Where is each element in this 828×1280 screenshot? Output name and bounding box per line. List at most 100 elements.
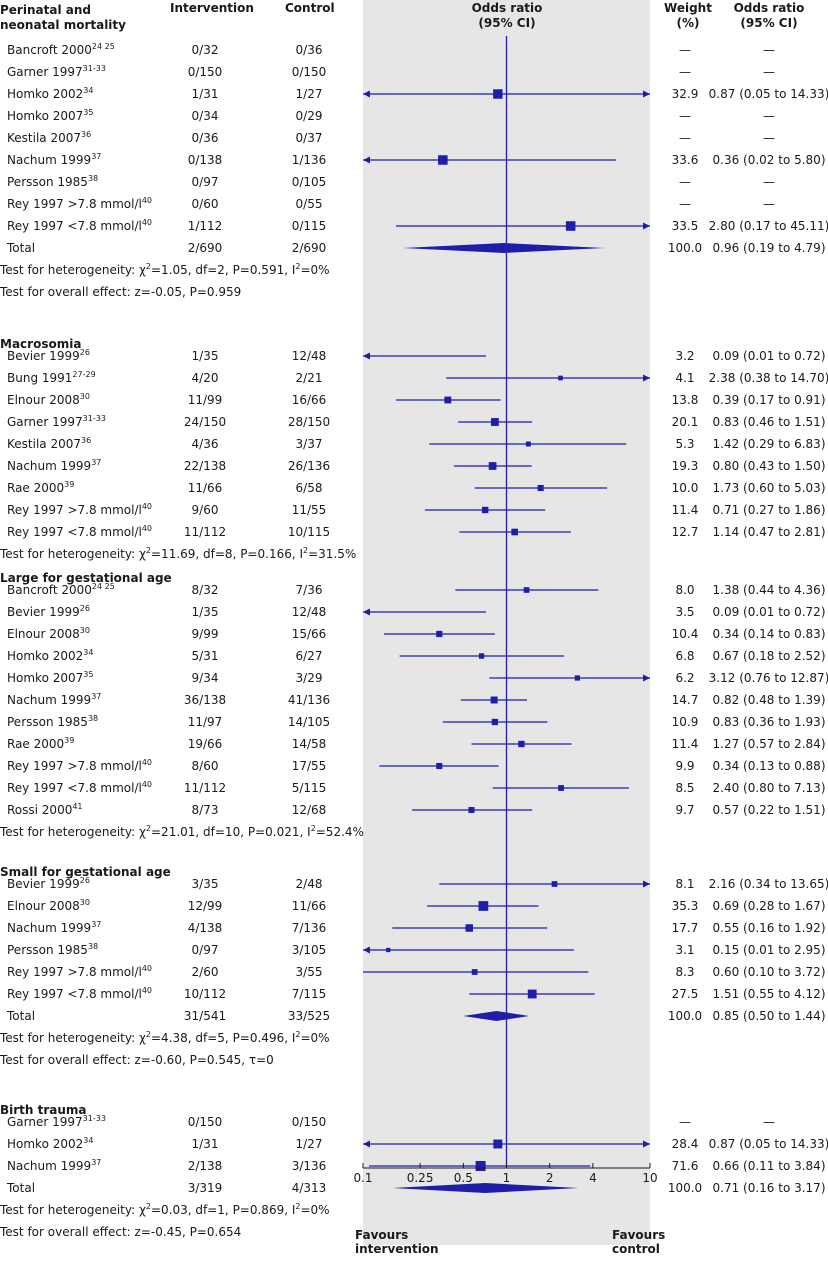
study-reference: 40 (141, 780, 153, 789)
odds-ratio-ci-value: 0.87 (0.05 to 14.33) (708, 1137, 828, 1151)
intervention-events: 0/34 (191, 109, 219, 123)
point-estimate-square (386, 947, 391, 953)
point-estimate-square (490, 696, 498, 704)
study-label: Bevier 199926 (7, 604, 90, 620)
odds-ratio-plot-header: Odds ratio (95% CI) (472, 1, 543, 31)
control-events: 10/115 (287, 525, 331, 539)
weight-value: — (679, 1115, 691, 1129)
study-label: Garner 199731-33 (7, 415, 106, 430)
group-title: Small for gestational age (0, 865, 171, 879)
ci-left-arrow (363, 608, 370, 616)
control-events: 2/690 (291, 241, 327, 255)
study-name: Nachum 1999 (7, 1159, 92, 1173)
study-name: Bevier 1999 (7, 605, 80, 619)
study-reference: 38 (87, 714, 99, 723)
control-events: 3/136 (291, 1159, 327, 1173)
control-events: 2/48 (295, 877, 323, 891)
intervention-events: 0/97 (191, 175, 219, 189)
odds-ratio-ci-value: 0.34 (0.14 to 0.83) (712, 627, 826, 641)
ci-left-arrow (363, 946, 370, 954)
study-name: Bancroft 2000 (7, 583, 92, 597)
study-reference: 40 (141, 758, 153, 767)
study-reference: 36 (81, 130, 92, 139)
intervention-events: 2/60 (191, 965, 219, 979)
weight-value: 33.6 (671, 153, 699, 167)
stat-superscript: 2 (295, 1030, 301, 1039)
intervention-events: 10/112 (183, 987, 227, 1001)
study-name: Elnour 2008 (7, 393, 80, 407)
odds-ratio-ci-value: 1.42 (0.29 to 6.83) (712, 437, 826, 451)
study-reference: 38 (87, 942, 99, 951)
study-reference: 37 (91, 1158, 102, 1167)
odds-ratio-ci-value: 0.69 (0.28 to 1.67) (712, 899, 826, 913)
study-reference: 40 (141, 524, 153, 533)
point-estimate-square (537, 484, 544, 492)
weight-value: 13.8 (671, 393, 699, 407)
study-reference: 40 (141, 986, 153, 995)
intervention-events: 8/73 (191, 803, 219, 817)
group-title: Birth trauma (0, 1103, 87, 1117)
odds-ratio-ci-value: 0.60 (0.10 to 3.72) (712, 965, 826, 979)
point-estimate-square (558, 375, 563, 381)
weight-value: 6.8 (675, 649, 695, 663)
test-statistic: Test for overall effect: z=-0.60, P=0.54… (0, 1053, 274, 1067)
stat-superscript: 2 (145, 546, 151, 555)
weight-value: 8.0 (675, 583, 695, 597)
study-label: Elnour 200830 (7, 627, 90, 642)
stat-text: =31.5% (308, 547, 357, 561)
study-label: Rey 1997 >7.8 mmol/l40 (7, 965, 152, 980)
axis-tick-label: 10 (642, 1171, 658, 1185)
control-events: 14/58 (291, 737, 327, 751)
odds-ratio-ci-value: 0.39 (0.17 to 0.91) (712, 393, 826, 407)
pooled-estimate-diamond (403, 243, 605, 253)
intervention-events: 4/138 (187, 921, 223, 935)
study-reference: 26 (79, 876, 90, 885)
control-events: 12/48 (291, 349, 327, 363)
control-events: 3/29 (295, 671, 323, 685)
point-estimate-square (558, 785, 564, 791)
intervention-events: 1/31 (191, 87, 219, 101)
test-statistic: Test for heterogeneity: χ2=11.69, df=8, … (0, 546, 357, 562)
study-name: Garner 1997 (7, 65, 83, 79)
stat-text: =0% (300, 1203, 330, 1217)
study-label: Persson 198538 (7, 175, 98, 190)
control-events: 0/150 (291, 65, 327, 79)
odds-ratio-ci-value: 0.67 (0.18 to 2.52) (712, 649, 826, 663)
study-label: Kestila 200736 (7, 437, 91, 452)
study-name: Elnour 2008 (7, 899, 80, 913)
study-label: Nachum 199937 (7, 693, 101, 708)
study-reference: 26 (79, 604, 90, 613)
point-estimate-square (551, 881, 558, 887)
intervention-events: 11/99 (187, 393, 223, 407)
odds-ratio-ci-value: 0.15 (0.01 to 2.95) (712, 943, 826, 957)
point-estimate-square (527, 989, 537, 999)
weight-header-line2: (%) (676, 16, 700, 30)
study-label: Garner 199731-33 (7, 65, 106, 80)
control-events: 0/115 (291, 219, 327, 233)
weight-value: 19.3 (671, 459, 699, 473)
study-label: Rossi 200041 (7, 803, 83, 818)
stat-superscript: 2 (295, 1202, 301, 1211)
odds-ratio-ci-value: 0.71 (0.27 to 1.86) (712, 503, 826, 517)
group-title: Macrosomia (0, 337, 82, 351)
axis-tick-label: 0.5 (453, 1171, 473, 1185)
stat-text: =0% (300, 1031, 330, 1045)
intervention-events: 9/60 (191, 503, 219, 517)
weight-value: 10.0 (671, 481, 699, 495)
study-label: Nachum 199937 (7, 1158, 102, 1174)
intervention-events: 0/36 (191, 131, 219, 145)
study-reference: 40 (141, 196, 153, 205)
study-label: Nachum 199937 (7, 153, 101, 168)
weight-value: 32.9 (671, 87, 699, 101)
weight-value: — (679, 109, 691, 123)
control-events: 0/150 (291, 1115, 327, 1129)
study-name: Bevier 1999 (7, 349, 80, 363)
weight-value: — (679, 43, 691, 57)
odds-ratio-ci-value: 0.66 (0.11 to 3.84) (712, 1159, 826, 1173)
weight-value: — (679, 131, 691, 145)
intervention-events: 0/150 (187, 65, 223, 79)
test-statistic: Test for heterogeneity: χ2=0.03, df=1, P… (0, 1202, 330, 1218)
stat-superscript: 2 (303, 546, 309, 555)
study-name: Homko 2002 (7, 1137, 84, 1151)
study-name: Garner 1997 (7, 1115, 83, 1129)
